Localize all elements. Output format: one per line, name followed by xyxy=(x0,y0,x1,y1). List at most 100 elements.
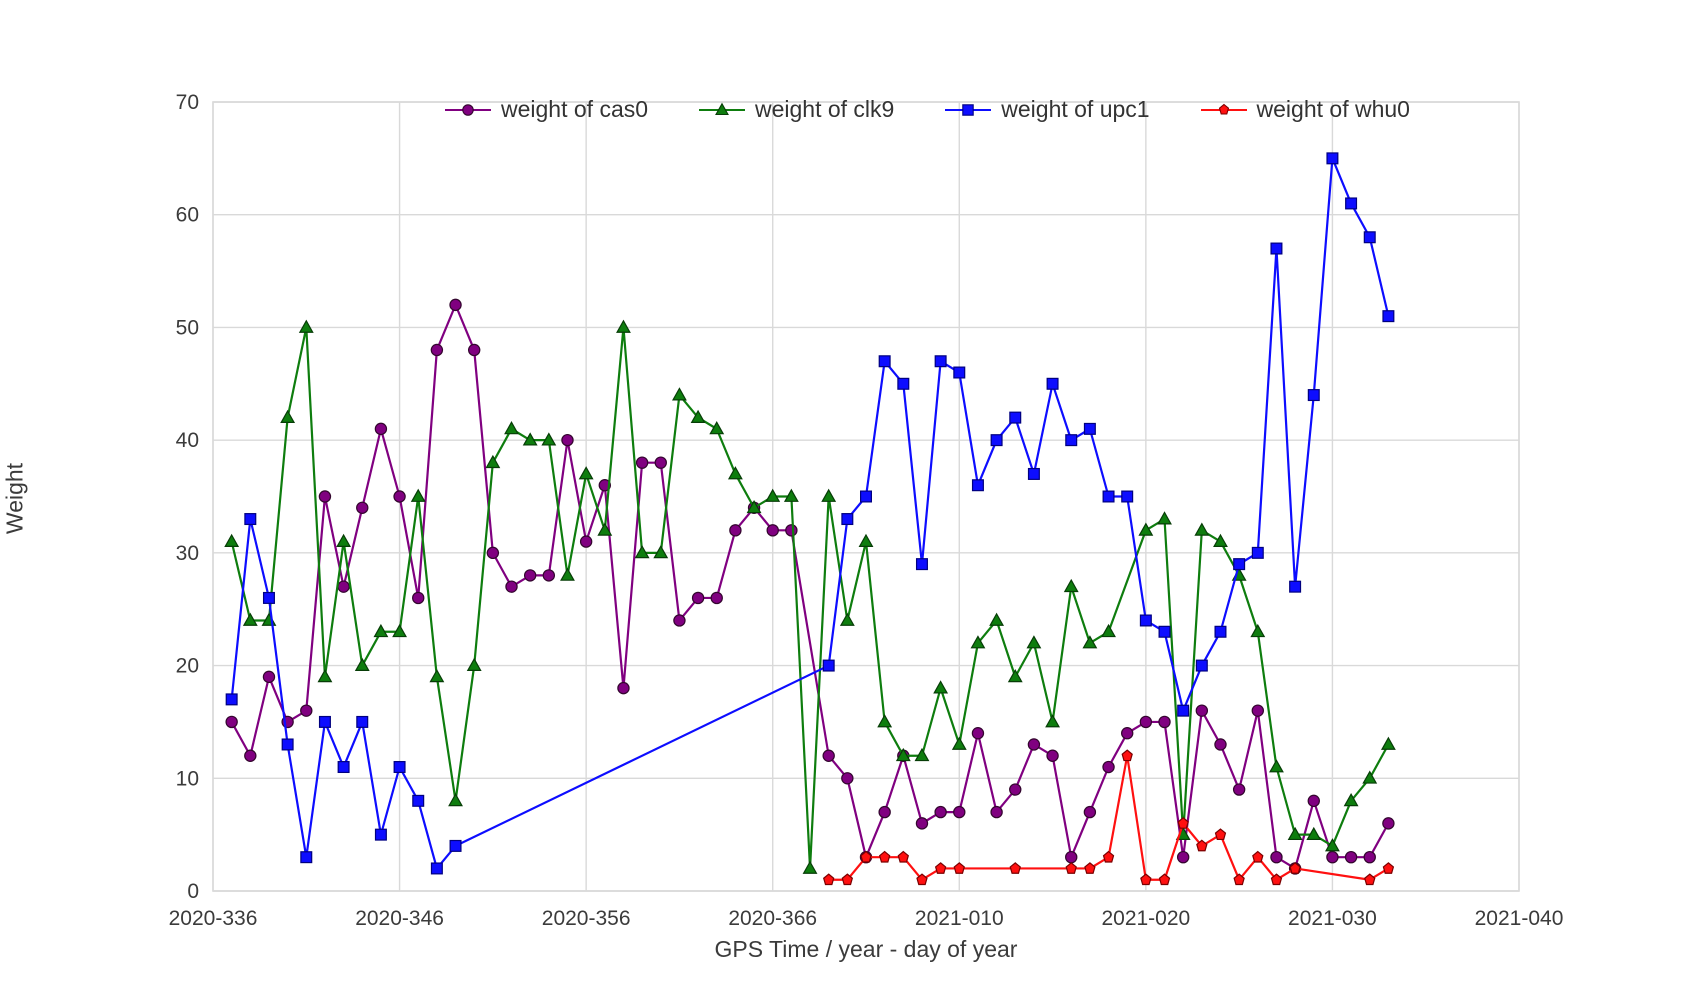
data-point-triangle xyxy=(709,421,725,435)
data-point-diamond xyxy=(823,873,835,886)
data-point-square xyxy=(1251,546,1264,559)
data-point-diamond xyxy=(1140,873,1152,886)
data-point-triangle xyxy=(392,623,407,638)
data-point-square xyxy=(412,794,425,807)
data-point-circle xyxy=(262,670,276,684)
data-point-circle xyxy=(449,298,462,312)
data-point-diamond xyxy=(953,862,965,874)
data-point-square xyxy=(1027,467,1040,480)
legend-item-cas0[interactable]: weight of cas0 xyxy=(445,96,648,123)
data-point-circle xyxy=(915,817,929,830)
series-line-cas0 xyxy=(230,303,1390,870)
data-point-circle xyxy=(374,422,388,436)
legend-label: weight of upc1 xyxy=(1001,96,1150,122)
data-point-triangle xyxy=(242,612,258,626)
legend-item-clk9[interactable]: weight of clk9 xyxy=(698,96,895,123)
data-point-triangle xyxy=(448,793,463,807)
series-line-clk9 xyxy=(230,326,1390,870)
data-point-triangle xyxy=(541,432,557,446)
data-point-triangle xyxy=(485,454,501,469)
data-point-circle xyxy=(1009,783,1022,796)
y-tick-label: 70 xyxy=(176,91,199,114)
data-point-diamond xyxy=(1065,862,1077,874)
y-tick-label: 40 xyxy=(176,429,199,452)
data-point-triangle xyxy=(280,409,296,423)
data-point-triangle xyxy=(1026,635,1042,649)
data-point-triangle xyxy=(727,466,743,480)
data-point-diamond xyxy=(1158,873,1171,886)
data-point-square xyxy=(1083,422,1096,435)
data-point-square xyxy=(1065,434,1078,447)
data-point-triangle xyxy=(1213,533,1228,547)
data-point-square xyxy=(1177,704,1190,717)
data-point-circle xyxy=(1027,738,1041,751)
data-point-triangle xyxy=(1306,826,1322,841)
y-tick-label: 60 xyxy=(176,204,199,227)
data-point-square xyxy=(1195,659,1208,672)
data-point-diamond xyxy=(860,850,872,863)
data-point-diamond xyxy=(1270,873,1283,886)
data-point-circle xyxy=(1307,794,1320,808)
data-point-square xyxy=(225,693,238,706)
data-point-square xyxy=(990,434,1003,447)
legend-item-upc1[interactable]: weight of upc1 xyxy=(945,96,1150,123)
data-point-triangle xyxy=(989,612,1005,626)
data-point-triangle xyxy=(1101,623,1116,638)
data-point-square xyxy=(1307,389,1320,402)
circle-legend-marker-icon xyxy=(445,103,491,117)
data-point-triangle xyxy=(560,567,575,581)
x-tick-label: 2020-346 xyxy=(355,907,444,930)
data-point-triangle xyxy=(522,432,538,446)
data-point-circle xyxy=(785,524,798,537)
data-point-circle xyxy=(1363,850,1376,864)
data-point-circle xyxy=(1326,850,1339,864)
data-point-circle xyxy=(300,704,313,717)
x-tick-label: 2020-336 xyxy=(169,907,258,930)
data-point-circle xyxy=(841,772,854,785)
data-point-diamond xyxy=(1382,862,1395,874)
data-point-triangle xyxy=(690,409,706,423)
data-point-triangle xyxy=(821,488,837,502)
data-point-circle xyxy=(1214,738,1227,751)
data-point-circle xyxy=(766,524,779,537)
data-point-diamond xyxy=(897,850,909,863)
data-point-circle xyxy=(1195,704,1209,717)
data-point-circle xyxy=(505,580,518,593)
data-point-triangle xyxy=(1082,635,1098,649)
data-point-triangle xyxy=(1250,623,1266,638)
data-point-square xyxy=(934,355,947,368)
y-tick-label: 30 xyxy=(176,542,199,565)
data-point-triangle xyxy=(1380,736,1396,750)
data-point-triangle xyxy=(298,319,314,333)
data-point-circle xyxy=(523,569,537,582)
data-point-square xyxy=(897,377,910,390)
data-point-circle xyxy=(542,569,556,582)
data-point-circle xyxy=(356,501,369,514)
data-point-circle xyxy=(1344,850,1358,864)
data-point-circle xyxy=(318,490,332,503)
data-point-diamond xyxy=(934,862,947,874)
data-point-square xyxy=(953,366,966,379)
data-point-square xyxy=(393,761,406,774)
data-point-circle xyxy=(691,591,705,605)
data-point-circle xyxy=(1232,783,1246,796)
legend-label: weight of clk9 xyxy=(754,96,895,122)
data-point-triangle xyxy=(578,466,594,480)
y-tick-label: 0 xyxy=(187,880,199,903)
data-point-triangle xyxy=(933,680,949,694)
data-point-circle xyxy=(1046,749,1059,762)
data-point-square xyxy=(262,591,275,604)
data-point-square xyxy=(374,828,387,841)
data-point-circle xyxy=(1102,760,1115,774)
x-tick-label: 2020-356 xyxy=(542,907,631,930)
data-point-triangle xyxy=(672,387,687,401)
data-point-triangle xyxy=(354,657,370,671)
data-point-square xyxy=(1009,411,1022,424)
data-point-triangle xyxy=(746,499,762,514)
data-point-circle xyxy=(990,805,1003,819)
data-point-triangle xyxy=(1325,838,1340,852)
legend-item-whu0[interactable]: weight of whu0 xyxy=(1200,96,1410,123)
data-point-square xyxy=(1382,310,1395,323)
data-point-triangle xyxy=(858,533,874,547)
